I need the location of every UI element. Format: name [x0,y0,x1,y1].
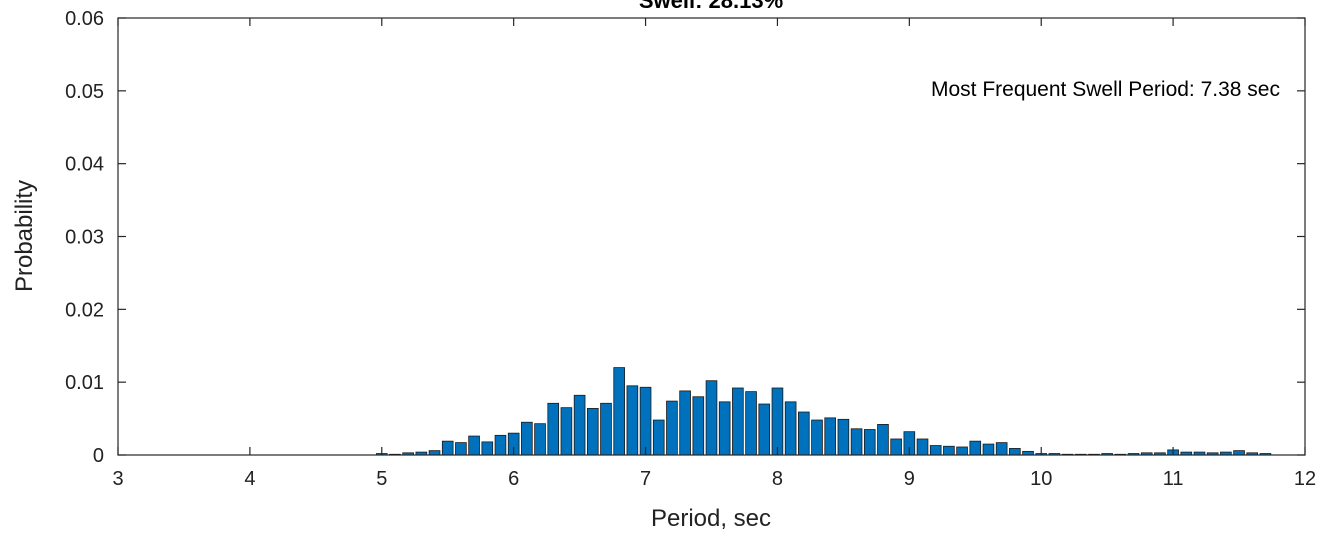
histogram-bar [600,402,612,456]
histogram-bar [639,386,652,456]
histogram-bar [798,411,810,456]
histogram-bar [494,434,507,456]
y-tick-label: 0.02 [65,299,104,321]
histogram-bar [850,428,863,456]
y-tick-label: 0.03 [65,227,104,249]
y-axis-label: Probability [11,180,38,292]
most-frequent-annotation: Most Frequent Swell Period: 7.38 sec [931,78,1280,101]
bar-group [375,367,1272,456]
histogram-bar [626,385,639,456]
x-tick-label: 4 [244,468,255,490]
histogram-bar [521,421,533,456]
histogram-bar [745,391,757,456]
x-tick-label: 3 [112,468,123,490]
x-tick-label: 11 [1163,468,1184,490]
tick-label-group: 3 4 5 6 7 8 9 10 11 12 0 0.01 0.02 0.03 0.04 0.05 0.06 [65,8,1316,490]
histogram-bar [784,401,797,456]
histogram-bar [718,401,731,456]
histogram-bar [573,394,586,456]
y-tick-label: 0.06 [65,8,104,30]
histogram-bar [428,450,441,456]
x-tick-label: 5 [376,468,387,490]
histogram-bar [652,419,665,456]
y-tick-label: 0 [93,445,104,467]
histogram-bar [534,423,546,456]
histogram-bar [481,441,494,456]
x-axis-label: Period, sec [651,505,771,532]
chart-title: Swell: 28.13% [639,0,783,13]
tick-group [117,17,1306,456]
histogram-bar [468,435,480,456]
histogram-bar [811,419,823,456]
histogram-bar [560,407,573,456]
histogram-bar [441,440,454,456]
histogram-bar [758,403,771,456]
histogram-bar [890,438,902,456]
histogram-bar [943,445,955,456]
histogram-bar [586,407,599,456]
x-tick-label: 6 [508,468,519,490]
histogram-bar [916,438,929,456]
histogram-bar [877,424,889,456]
histogram-bar [956,446,968,456]
histogram-bar [613,367,625,456]
histogram-bar [1009,448,1021,456]
x-tick-label: 9 [904,468,915,490]
histogram-bar [929,445,942,456]
x-tick-label: 8 [772,468,783,490]
histogram-bar [692,396,705,456]
histogram-bar [771,387,784,456]
histogram-bar [982,443,995,456]
histogram-bar [995,442,1008,456]
x-tick-label: 7 [640,468,651,490]
histogram-bar [705,380,718,456]
histogram-bar [732,387,744,456]
histogram-bar [837,418,850,456]
histogram-bar [824,417,836,456]
histogram-bar [969,440,982,456]
y-tick-label: 0.04 [65,154,104,176]
histogram-bar [863,429,876,456]
histogram-bar [679,390,691,456]
x-tick-label: 10 [1030,468,1052,490]
y-tick-label: 0.05 [65,81,104,103]
histogram-bar [1233,450,1245,456]
histogram-bar [666,400,678,456]
histogram-bar [455,442,467,456]
y-tick-label: 0.01 [65,372,104,394]
histogram-bar [547,402,560,456]
x-tick-label: 12 [1294,468,1316,490]
